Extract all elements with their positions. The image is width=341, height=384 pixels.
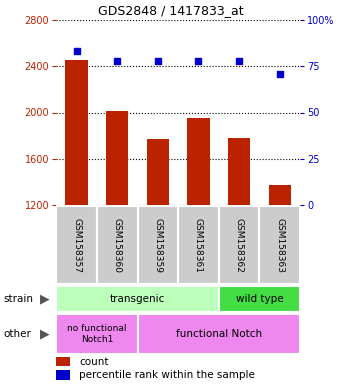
Text: functional Notch: functional Notch [176,329,262,339]
Bar [147,139,169,344]
Text: other: other [3,329,31,339]
FancyBboxPatch shape [56,206,97,284]
Bar [56,357,70,366]
Text: wild type: wild type [236,294,283,304]
Bar [106,111,129,344]
Bar [187,118,210,344]
FancyBboxPatch shape [97,206,137,284]
Text: GSM158363: GSM158363 [275,217,284,273]
Text: GSM158360: GSM158360 [113,217,122,273]
FancyBboxPatch shape [137,314,300,354]
Bar [56,371,70,380]
Point [115,58,120,64]
Text: GSM158359: GSM158359 [153,217,162,273]
Text: GSM158357: GSM158357 [72,217,81,273]
Text: ▶: ▶ [40,293,49,306]
Text: strain: strain [3,294,33,304]
Text: count: count [79,357,109,367]
Text: ▶: ▶ [40,328,49,341]
Text: percentile rank within the sample: percentile rank within the sample [79,370,255,380]
Bar [269,185,291,344]
Bar [228,138,250,344]
FancyBboxPatch shape [137,206,178,284]
FancyBboxPatch shape [219,206,260,284]
Point [155,58,161,64]
Text: GSM158361: GSM158361 [194,217,203,273]
FancyBboxPatch shape [219,286,300,313]
Text: GDS2848 / 1417833_at: GDS2848 / 1417833_at [98,4,243,17]
Text: transgenic: transgenic [110,294,165,304]
FancyBboxPatch shape [56,314,137,354]
Bar [65,60,88,344]
FancyBboxPatch shape [56,286,219,313]
Point [196,58,201,64]
Text: GSM158362: GSM158362 [235,218,243,272]
Text: no functional
Notch1: no functional Notch1 [67,324,127,344]
Point [277,71,282,77]
FancyBboxPatch shape [260,206,300,284]
FancyBboxPatch shape [178,206,219,284]
Point [236,58,242,64]
Point [74,48,79,55]
